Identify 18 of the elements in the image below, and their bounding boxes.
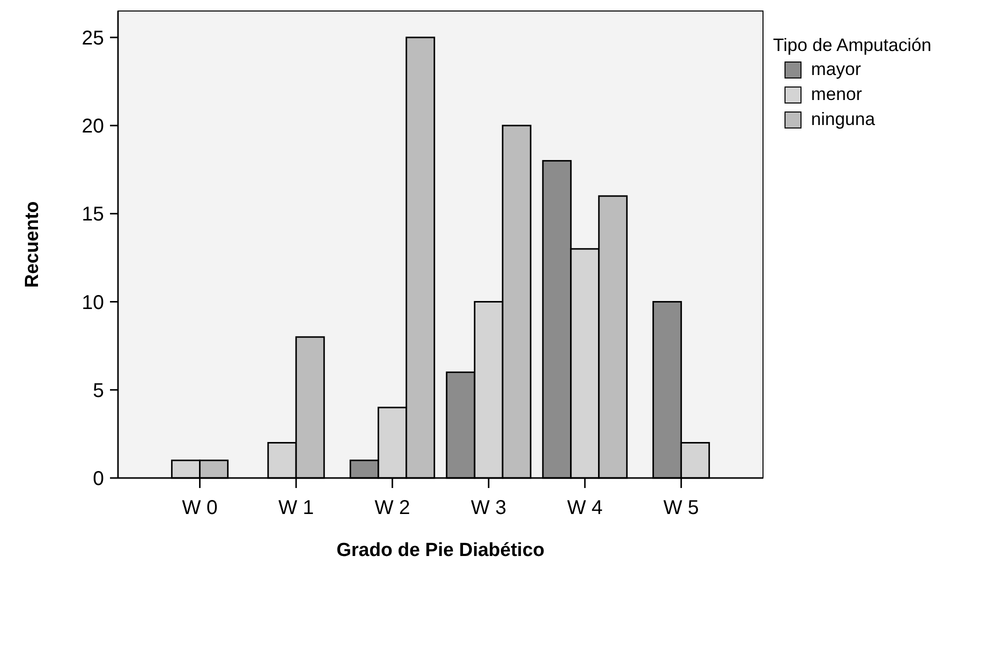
x-tick-label: W 2 <box>374 497 410 519</box>
legend-title: Tipo de Amputación <box>773 35 932 55</box>
legend-label: mayor <box>811 59 862 79</box>
y-tick-label: 5 <box>92 380 104 402</box>
x-tick-label: W 0 <box>182 497 218 519</box>
x-axis-title: Grado de Pie Diabético <box>336 540 544 561</box>
x-tick-label: W 5 <box>663 497 699 519</box>
y-tick-label: 25 <box>82 27 104 50</box>
y-tick-label: 10 <box>82 292 104 314</box>
x-tick-label: W 1 <box>278 497 314 519</box>
legend-label: ninguna <box>811 109 876 129</box>
y-tick-label: 0 <box>92 468 104 490</box>
legend-label: menor <box>811 84 862 104</box>
y-tick-label: 15 <box>82 204 104 226</box>
y-tick-label: 20 <box>82 116 104 138</box>
x-tick-label: W 3 <box>470 497 506 519</box>
y-axis-title: Recuento <box>22 201 43 288</box>
x-tick-label: W 4 <box>567 497 603 519</box>
